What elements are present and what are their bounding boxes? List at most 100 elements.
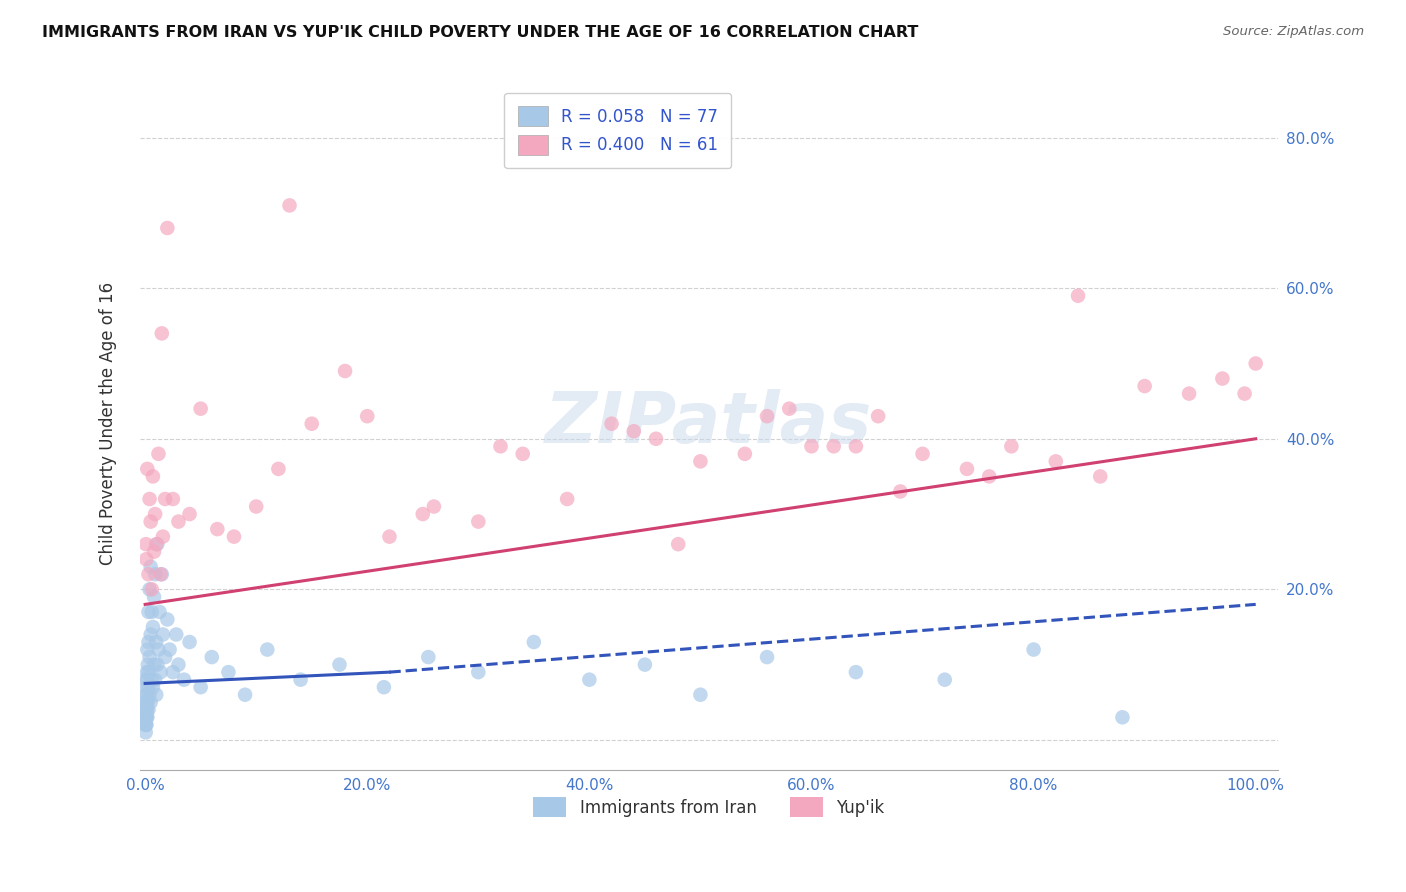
Point: [148, 642, 170, 657]
Point: [1022, 642, 1045, 657]
Point: [135, 552, 157, 566]
Point: [153, 650, 176, 665]
Point: [152, 530, 174, 544]
Point: [135, 703, 157, 717]
Point: [467, 665, 489, 680]
Point: [146, 537, 169, 551]
Point: [136, 673, 159, 687]
Point: [845, 439, 868, 453]
Point: [139, 627, 162, 641]
Point: [217, 665, 239, 680]
Point: [734, 447, 756, 461]
Point: [145, 688, 167, 702]
Point: [979, 469, 1001, 483]
Point: [149, 567, 172, 582]
Point: [956, 462, 979, 476]
Point: [373, 680, 395, 694]
Point: [138, 665, 160, 680]
Point: [689, 688, 711, 702]
Point: [134, 710, 156, 724]
Point: [135, 673, 157, 687]
Point: [135, 703, 157, 717]
Point: [139, 515, 162, 529]
Point: [600, 417, 623, 431]
Point: [146, 657, 169, 672]
Point: [152, 627, 174, 641]
Point: [634, 657, 657, 672]
Point: [142, 620, 165, 634]
Point: [153, 491, 176, 506]
Point: [190, 680, 212, 694]
Point: [136, 703, 159, 717]
Point: [143, 673, 166, 687]
Point: [136, 642, 159, 657]
Point: [301, 417, 323, 431]
Point: [378, 530, 401, 544]
Point: [135, 695, 157, 709]
Point: [934, 673, 956, 687]
Point: [135, 725, 157, 739]
Point: [136, 462, 159, 476]
Point: [138, 567, 160, 582]
Point: [1211, 371, 1233, 385]
Point: [911, 447, 934, 461]
Point: [778, 401, 800, 416]
Point: [165, 627, 187, 641]
Point: [148, 447, 170, 461]
Point: [136, 680, 159, 694]
Point: [136, 695, 159, 709]
Point: [134, 718, 156, 732]
Point: [623, 424, 645, 438]
Point: [143, 590, 166, 604]
Point: [1233, 386, 1256, 401]
Point: [333, 364, 356, 378]
Point: [141, 673, 163, 687]
Point: [889, 484, 911, 499]
Point: [1000, 439, 1022, 453]
Text: Source: ZipAtlas.com: Source: ZipAtlas.com: [1223, 25, 1364, 38]
Point: [138, 650, 160, 665]
Point: [245, 500, 267, 514]
Point: [278, 198, 301, 212]
Point: [418, 650, 440, 665]
Point: [142, 680, 165, 694]
Point: [148, 605, 170, 619]
Point: [756, 650, 779, 665]
Point: [135, 710, 157, 724]
Point: [1045, 454, 1067, 468]
Point: [179, 635, 201, 649]
Point: [136, 710, 159, 724]
Y-axis label: Child Poverty Under the Age of 16: Child Poverty Under the Age of 16: [100, 282, 117, 566]
Point: [162, 665, 184, 680]
Point: [135, 718, 157, 732]
Point: [555, 491, 578, 506]
Point: [756, 409, 779, 424]
Point: [423, 500, 446, 514]
Point: [256, 642, 278, 657]
Point: [222, 530, 245, 544]
Point: [138, 491, 160, 506]
Point: [143, 567, 166, 582]
Point: [412, 507, 434, 521]
Point: [141, 605, 163, 619]
Point: [139, 559, 162, 574]
Point: [666, 537, 689, 551]
Point: [138, 688, 160, 702]
Point: [1111, 710, 1133, 724]
Point: [156, 221, 179, 235]
Point: [800, 439, 823, 453]
Point: [179, 507, 201, 521]
Point: [143, 544, 166, 558]
Point: [201, 650, 224, 665]
Point: [139, 695, 162, 709]
Point: [290, 673, 312, 687]
Point: [138, 635, 160, 649]
Point: [135, 688, 157, 702]
Point: [138, 582, 160, 597]
Point: [868, 409, 890, 424]
Point: [267, 462, 290, 476]
Point: [162, 491, 184, 506]
Point: [1244, 357, 1267, 371]
Point: [136, 657, 159, 672]
Point: [845, 665, 868, 680]
